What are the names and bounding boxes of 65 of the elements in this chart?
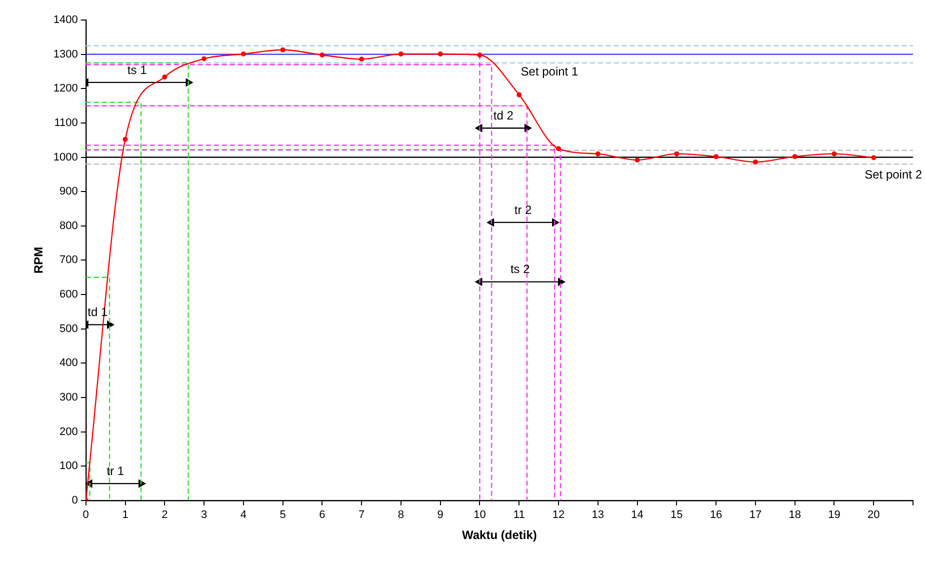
x-tick-label: 4 (240, 509, 246, 522)
y-tick-label: 600 (60, 288, 78, 301)
y-tick-label: 300 (60, 391, 78, 404)
point (320, 52, 325, 58)
annotation: ts 2 (510, 262, 530, 276)
x-tick-label: 0 (82, 509, 89, 522)
x-tick-label: 18 (788, 509, 801, 522)
x-tick-label: 3 (200, 509, 208, 522)
y-tick-label: 500 (60, 322, 78, 335)
point (438, 51, 443, 56)
y-tick-label: 1100 (54, 116, 78, 129)
annotation: ts 1 (127, 62, 148, 77)
point (398, 51, 404, 56)
point (202, 56, 207, 62)
x-tick-label: 5 (280, 509, 286, 522)
point (792, 154, 798, 160)
y-tick-label: 200 (60, 426, 78, 438)
x-tick-label: 1 (122, 509, 128, 522)
x-tick-label: 16 (710, 509, 722, 522)
x-tick-label: 12 (552, 509, 565, 522)
x-tick-label: 11 (513, 509, 525, 522)
point (634, 158, 640, 163)
point (556, 146, 562, 152)
y-tick-label: 1000 (53, 151, 78, 164)
x-tick-label: 14 (631, 509, 644, 522)
point (595, 151, 600, 156)
x-tick-label: 13 (592, 509, 604, 522)
point (714, 154, 719, 160)
annotation: Set point 1 (520, 64, 578, 79)
annotation: tr 1 (106, 464, 124, 478)
point (752, 160, 758, 165)
point (122, 136, 128, 142)
y-tick-label: 1300 (53, 48, 78, 60)
x-tick-label: 6 (319, 509, 326, 522)
annotation: td 2 (493, 108, 514, 122)
y-tick-label: 1400 (53, 14, 78, 26)
y-tick-label: 400 (60, 357, 78, 370)
x-tick-label: 9 (437, 509, 444, 522)
x-tick-label: 2 (162, 509, 168, 522)
point (871, 155, 876, 160)
point (359, 56, 364, 62)
point (240, 51, 246, 56)
point (674, 151, 680, 156)
point (516, 92, 522, 98)
x-tick-label: 20 (867, 509, 880, 522)
annotation: tr 2 (514, 202, 532, 217)
x-tick-label: 7 (358, 509, 365, 522)
point (832, 151, 837, 156)
x-axis-title: Waktu (detik) (462, 528, 537, 542)
point (162, 74, 168, 80)
y-tick-label: 900 (60, 186, 78, 198)
y-axis-title: RPM (32, 246, 46, 274)
x-tick-label: 17 (749, 509, 762, 522)
y-tick-label: 800 (60, 220, 78, 232)
x-tick-label: 19 (828, 509, 840, 522)
y-tick-label: 100 (60, 460, 78, 472)
y-tick-label: 0 (72, 494, 78, 506)
point (280, 47, 286, 52)
x-tick-label: 10 (474, 509, 486, 522)
x-tick-label: 15 (670, 509, 683, 522)
y-tick-label: 1200 (53, 82, 78, 95)
point (477, 52, 482, 58)
x-tick-label: 8 (398, 509, 404, 522)
annotation: Set point 2 (864, 168, 922, 182)
y-tick-label: 700 (60, 254, 78, 266)
